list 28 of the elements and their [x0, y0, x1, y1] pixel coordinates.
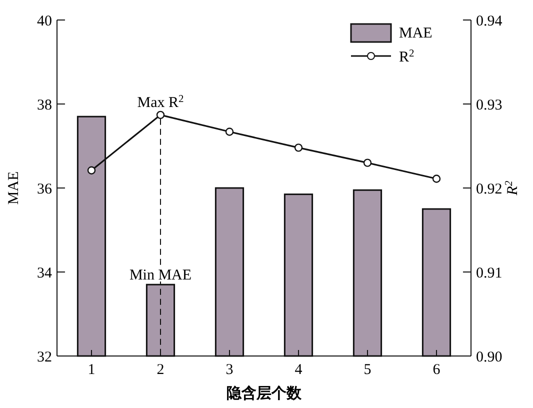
x-tick-label: 5 [364, 362, 372, 378]
point [432, 174, 441, 183]
y-tick-label: 38 [37, 97, 52, 114]
point [225, 128, 234, 136]
y2-tick-label: 0.91 [476, 265, 502, 282]
point [294, 144, 303, 152]
legend-label: R$^{2}$ [399, 48, 414, 66]
x-tick-label: 3 [226, 362, 234, 378]
y2-tick-label: 0.92 [476, 181, 502, 198]
y2-tick-label: 0.93 [476, 97, 502, 114]
y2-tick-label: 0.90 [476, 349, 502, 366]
point [363, 158, 372, 167]
y-axis-title: MAE [6, 171, 22, 205]
annotation: Max R$^{2}$ [137, 93, 184, 111]
x-tick-label: 2 [156, 362, 164, 378]
x-tick-label: 1 [88, 362, 96, 378]
annotation: Min MAE [129, 268, 192, 284]
y2-tick-label: 0.94 [476, 13, 503, 30]
x-axis-title: 隐含层个数 [226, 385, 302, 402]
point [87, 166, 96, 174]
y-tick-label: 36 [37, 181, 52, 198]
y-tick-label: 40 [37, 13, 52, 30]
legend-label: MAE [399, 25, 432, 42]
x-tick-label: 4 [294, 362, 303, 378]
y-tick-label: 34 [37, 265, 52, 282]
point [156, 110, 165, 120]
y-tick-label: 32 [37, 349, 52, 366]
x-tick-label: 6 [432, 362, 441, 378]
